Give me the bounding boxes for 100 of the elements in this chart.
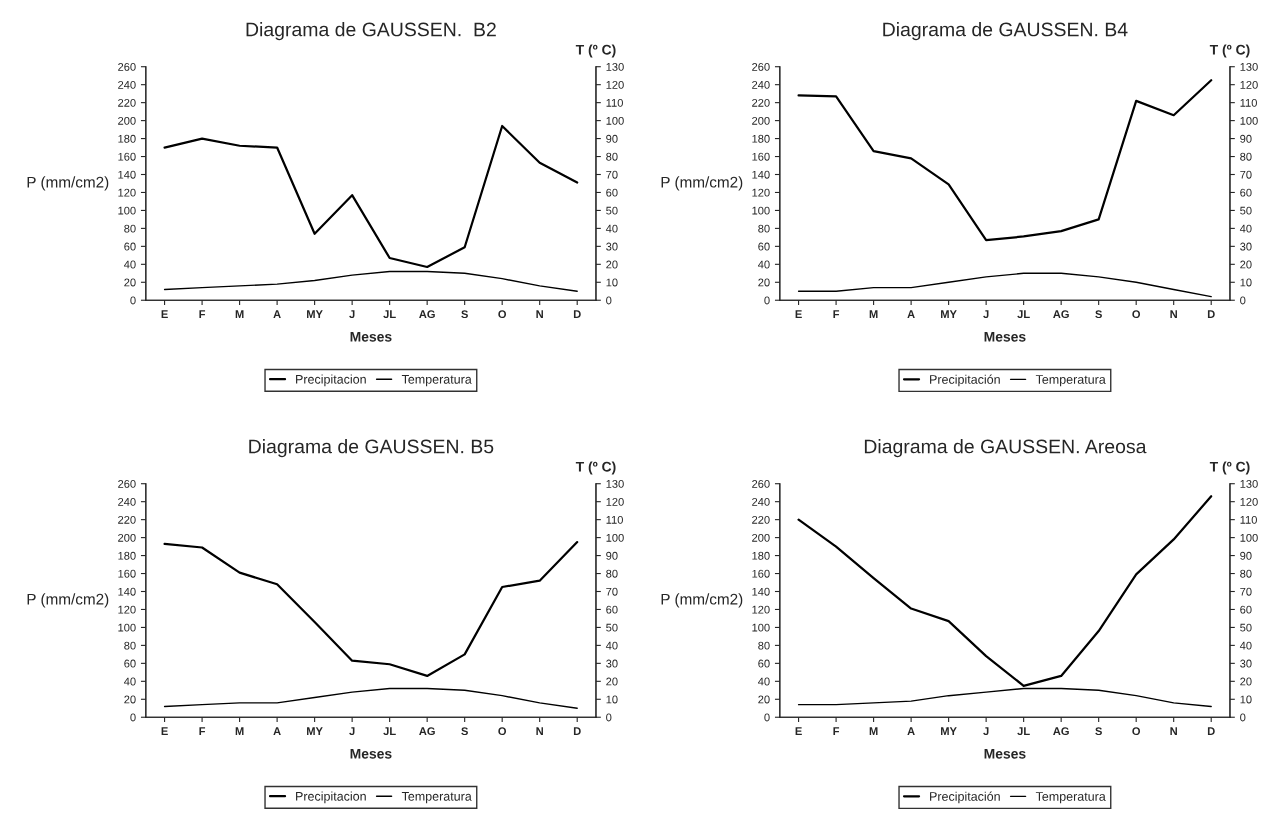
y-tick-label: 80 <box>758 224 770 233</box>
y-tick-label: 20 <box>758 278 770 287</box>
y-tick-label: 80 <box>758 641 770 650</box>
y-tick-label: 120 <box>752 605 770 614</box>
x-tick-label: AG <box>419 310 435 319</box>
y-tick-label: 200 <box>118 116 136 125</box>
y2-tick-label: 0 <box>1240 296 1246 305</box>
y2-tick-label: 20 <box>1240 677 1252 686</box>
y-tick-label: 160 <box>118 152 136 161</box>
line-series <box>163 687 578 709</box>
y-tick-label: 180 <box>752 551 770 560</box>
y2-tick-label: 0 <box>606 296 612 305</box>
y2-tick-label: 120 <box>606 497 624 506</box>
y2-tick-label: 20 <box>1240 260 1252 269</box>
x-tick-label: MY <box>307 310 323 319</box>
x-tick-label: D <box>1207 727 1215 736</box>
y2-tick-label: 60 <box>606 605 618 614</box>
y-tick-label: 80 <box>124 641 136 650</box>
x-tick-label: J <box>983 310 989 319</box>
y-tick-label: 220 <box>752 515 770 524</box>
x-tick-label: O <box>1132 310 1141 319</box>
y-axis-title: P (mm/cm2) <box>661 593 743 608</box>
y-tick-label: 200 <box>752 533 770 542</box>
y2-axis-title: T (º C) <box>1209 44 1250 58</box>
x-tick-label: MY <box>941 727 957 736</box>
y2-tick-label: 60 <box>606 188 618 197</box>
y2-tick-label: 90 <box>1240 134 1252 143</box>
y-tick-label: 100 <box>752 206 770 215</box>
y2-tick-label: 80 <box>1240 152 1252 161</box>
y2-tick-label: 0 <box>606 713 612 722</box>
x-tick-label: AG <box>1053 310 1069 319</box>
x-tick-label: D <box>573 727 581 736</box>
y2-tick-label: 50 <box>1240 623 1252 632</box>
y-tick-label: 120 <box>118 605 136 614</box>
x-tick-label: N <box>1170 310 1177 319</box>
x-axis-title: Meses <box>350 748 392 759</box>
x-tick-label: A <box>273 727 281 736</box>
y-tick-label: 240 <box>752 497 770 506</box>
y-tick-label: 20 <box>124 695 136 704</box>
y2-tick-label: 20 <box>606 677 618 686</box>
y2-tick-label: 10 <box>1240 278 1252 287</box>
y-tick-label: 0 <box>764 713 770 722</box>
y2-tick-label: 80 <box>606 152 618 161</box>
x-tick-label: A <box>273 310 281 319</box>
x-tick-label: N <box>1170 727 1177 736</box>
line-series <box>163 124 579 269</box>
y-tick-label: 20 <box>758 695 770 704</box>
y2-tick-label: 120 <box>606 80 624 89</box>
y2-tick-label: 100 <box>1240 533 1258 542</box>
x-tick-label: N <box>536 727 543 736</box>
y-tick-label: 60 <box>758 659 770 668</box>
y2-tick-label: 50 <box>606 623 618 632</box>
y2-tick-label: 30 <box>606 659 618 668</box>
line-series <box>797 272 1212 298</box>
legend-label: Temperatura <box>1035 792 1106 804</box>
y-tick-label: 100 <box>752 623 770 632</box>
x-tick-label: JL <box>383 727 396 736</box>
y-tick-label: 260 <box>118 479 136 488</box>
y-tick-label: 40 <box>758 677 770 686</box>
y2-tick-label: 60 <box>1240 188 1252 197</box>
x-axis-title: Meses <box>350 331 392 342</box>
y2-tick-label: 110 <box>606 98 623 107</box>
x-tick-label: S <box>1095 727 1102 736</box>
chart-title: Diagrama de GAUSSEN. B5 <box>249 439 494 458</box>
x-tick-label: JL <box>1017 727 1030 736</box>
y2-tick-label: 0 <box>1240 713 1246 722</box>
x-axis-title: Meses <box>984 331 1026 342</box>
legend-label: Precipitación <box>930 791 1000 804</box>
y-tick-label: 80 <box>124 224 136 233</box>
y2-tick-label: 100 <box>606 533 624 542</box>
y-tick-label: 60 <box>124 242 136 251</box>
chart-title: Diagrama de GAUSSEN. B2 <box>246 22 496 41</box>
line-series <box>797 79 1213 242</box>
y-tick-label: 60 <box>124 659 136 668</box>
y-tick-label: 200 <box>752 116 770 125</box>
y-tick-label: 140 <box>118 587 136 596</box>
x-tick-label: AG <box>419 727 435 736</box>
y-tick-label: 100 <box>118 623 136 632</box>
x-tick-label: J <box>349 727 355 736</box>
y2-axis-title: T (º C) <box>575 461 616 475</box>
y2-tick-label: 130 <box>606 62 624 71</box>
y2-tick-label: 60 <box>1240 605 1252 614</box>
x-tick-label: F <box>833 310 840 319</box>
y2-tick-label: 30 <box>1240 659 1252 668</box>
chart-title: Diagrama de GAUSSEN. Areosa <box>864 439 1147 458</box>
x-tick-label: J <box>983 727 989 736</box>
x-tick-label: F <box>833 727 840 736</box>
y-tick-label: 220 <box>118 98 136 107</box>
y-tick-label: 40 <box>124 677 136 686</box>
y-tick-label: 240 <box>118 80 136 89</box>
y2-tick-label: 90 <box>606 551 618 560</box>
y2-tick-label: 70 <box>606 170 618 179</box>
y-tick-label: 260 <box>118 62 136 71</box>
y2-tick-label: 120 <box>1240 497 1258 506</box>
legend-label: Precipitación <box>930 374 1000 387</box>
legend-label: Precipitacion <box>296 791 366 804</box>
y2-tick-label: 40 <box>1239 641 1252 650</box>
x-tick-label: S <box>1095 310 1102 319</box>
y2-tick-label: 70 <box>1240 587 1252 596</box>
y-tick-label: 40 <box>124 260 136 269</box>
